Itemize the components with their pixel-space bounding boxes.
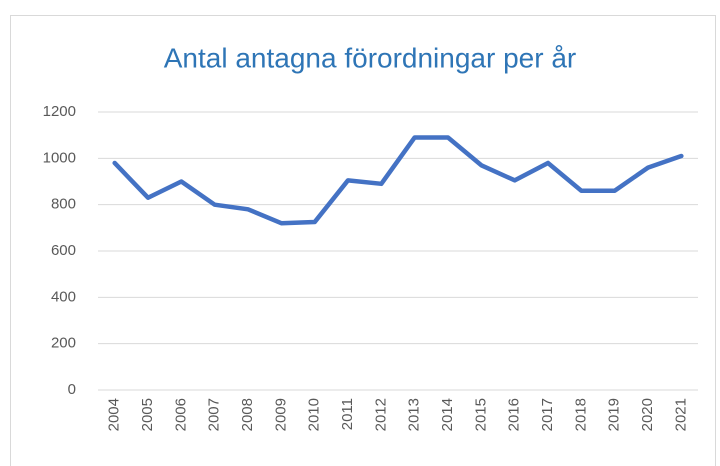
x-tick-label: 2004 [106, 398, 123, 431]
x-tick-label: 2005 [139, 398, 156, 431]
y-tick-label: 200 [51, 335, 76, 352]
x-tick-label: 2009 [272, 398, 289, 431]
x-tick-label: 2018 [572, 398, 589, 431]
x-tick-label: 2011 [339, 398, 356, 430]
y-tick-label: 1000 [43, 149, 76, 166]
x-tick-label: 2016 [506, 398, 523, 431]
x-tick-label: 2015 [472, 398, 489, 431]
chart-frame [10, 15, 716, 466]
x-tick-label: 2012 [372, 398, 389, 431]
y-tick-label: 800 [51, 196, 76, 213]
x-tick-label: 2010 [306, 398, 323, 431]
chart-title: Antal antagna förordningar per år [164, 42, 577, 73]
x-tick-label: 2017 [539, 398, 556, 431]
x-tick-label: 2020 [639, 398, 656, 431]
x-tick-label: 2013 [406, 398, 423, 431]
x-tick-label: 2019 [606, 398, 623, 431]
x-tick-label: 2021 [672, 398, 689, 431]
data-line [112, 135, 684, 226]
y-tick-label: 400 [51, 288, 76, 305]
x-tick-label: 2007 [206, 398, 223, 431]
y-tick-label: 1200 [43, 103, 76, 120]
x-tick-label: 2006 [172, 398, 189, 431]
x-tick-label: 2008 [239, 398, 256, 431]
x-tick-label: 2014 [439, 398, 456, 431]
y-tick-label: 0 [68, 381, 76, 398]
y-tick-label: 600 [51, 242, 76, 259]
